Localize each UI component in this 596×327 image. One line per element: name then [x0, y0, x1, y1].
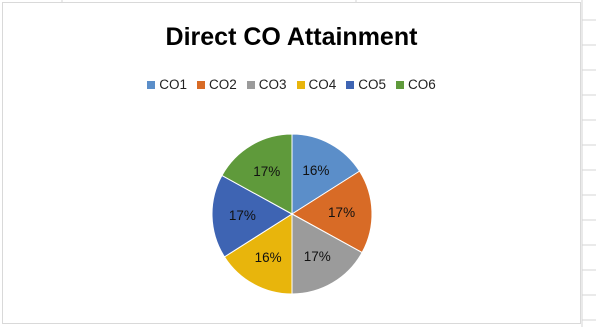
legend-label: CO5	[358, 77, 387, 92]
chart-area[interactable]: Direct CO Attainment CO1 CO2 CO3 CO4 CO5 CO6 …	[2, 2, 581, 324]
data-label-co1: 16%	[302, 163, 329, 178]
legend-swatch	[246, 80, 255, 89]
legend-item-co5: CO5	[346, 77, 386, 92]
legend-item-co4: CO4	[296, 77, 337, 92]
chart-legend: CO1 CO2 CO3 CO4 CO5 CO6	[3, 77, 580, 92]
pie-slice-co2[interactable]	[291, 170, 373, 254]
data-label-co3: 17%	[304, 249, 331, 264]
legend-label: CO6	[408, 77, 436, 92]
legend-item-co2: CO2	[196, 77, 237, 92]
legend-label: CO4	[308, 77, 337, 92]
legend-label: CO3	[258, 77, 287, 92]
data-label-co5: 17%	[229, 208, 256, 223]
pie-chart: 16% 17% 17% 16% 17% 17%	[211, 133, 373, 295]
legend-item-co1: CO1	[147, 77, 187, 92]
legend-item-co3: CO3	[246, 77, 287, 92]
data-label-co2: 17%	[328, 205, 355, 220]
pie-slice-co1[interactable]	[291, 133, 361, 215]
legend-swatch	[296, 80, 305, 89]
data-label-co6: 17%	[253, 164, 280, 179]
pie-slice-co3[interactable]	[291, 213, 363, 295]
pie-slice-co6[interactable]	[221, 133, 293, 215]
legend-swatch	[346, 80, 355, 89]
legend-label: CO2	[208, 77, 237, 92]
legend-swatch	[147, 80, 156, 89]
legend-label: CO1	[159, 77, 187, 92]
legend-item-co6: CO6	[396, 77, 436, 92]
legend-swatch	[396, 80, 405, 89]
legend-swatch	[196, 80, 205, 89]
chart-title: Direct CO Attainment	[165, 23, 418, 51]
pie-slice-co4[interactable]	[223, 213, 293, 295]
data-label-co4: 16%	[255, 250, 282, 265]
pie-slice-co5[interactable]	[211, 174, 293, 258]
